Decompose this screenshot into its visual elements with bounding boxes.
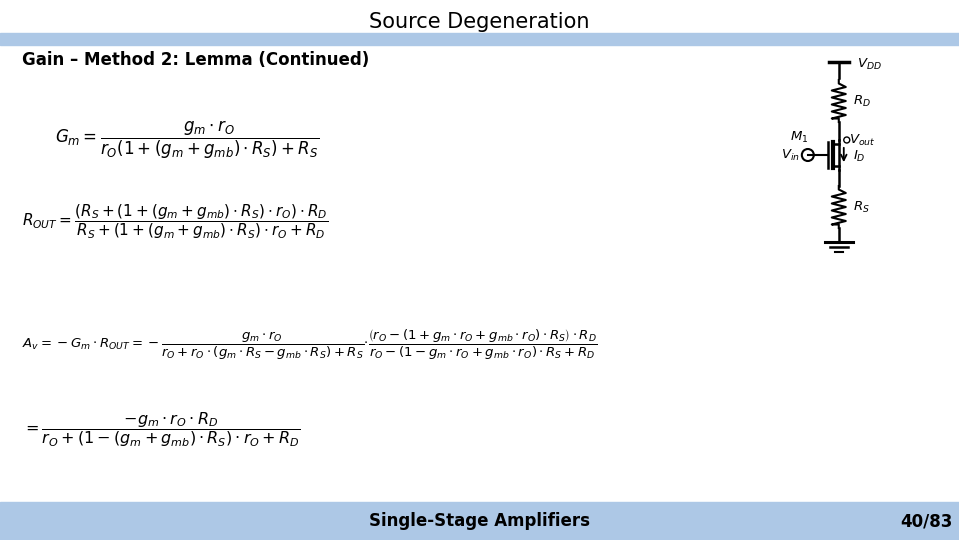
Text: $= \dfrac{-g_m \cdot r_O \cdot R_D}{r_O + \left(1 - \left(g_m + g_{mb}\right)\cd: $= \dfrac{-g_m \cdot r_O \cdot R_D}{r_O …	[22, 410, 300, 449]
Text: $A_v = -G_m \cdot R_{OUT} = -\dfrac{g_m \cdot r_O}{r_O + r_O \cdot \left(g_m \cd: $A_v = -G_m \cdot R_{OUT} = -\dfrac{g_m …	[22, 328, 597, 362]
Text: $R_S$: $R_S$	[852, 199, 870, 214]
Text: $G_m = \dfrac{g_m \cdot r_O}{r_O\left(1 + \left(g_m + g_{mb}\right)\cdot R_S\rig: $G_m = \dfrac{g_m \cdot r_O}{r_O\left(1 …	[55, 119, 319, 161]
Text: $I_D$: $I_D$	[852, 148, 865, 164]
Text: $R_{OUT} = \dfrac{\left(R_S + \left(1 + \left(g_m + g_{mb}\right)\cdot R_S\right: $R_{OUT} = \dfrac{\left(R_S + \left(1 + …	[22, 202, 328, 241]
Bar	[0, 33, 959, 45]
Text: Single-Stage Amplifiers: Single-Stage Amplifiers	[369, 512, 589, 530]
Text: $R_D$: $R_D$	[852, 93, 871, 109]
Bar	[0, 502, 959, 540]
Text: $M_1$: $M_1$	[790, 130, 809, 145]
Text: $V_{out}$: $V_{out}$	[849, 132, 876, 147]
Text: 40/83: 40/83	[900, 512, 953, 530]
Text: $V_{DD}$: $V_{DD}$	[856, 57, 881, 71]
Text: $V_{in}$: $V_{in}$	[781, 147, 800, 163]
Text: Gain – Method 2: Lemma (Continued): Gain – Method 2: Lemma (Continued)	[22, 51, 370, 69]
Text: Source Degeneration: Source Degeneration	[369, 12, 589, 32]
